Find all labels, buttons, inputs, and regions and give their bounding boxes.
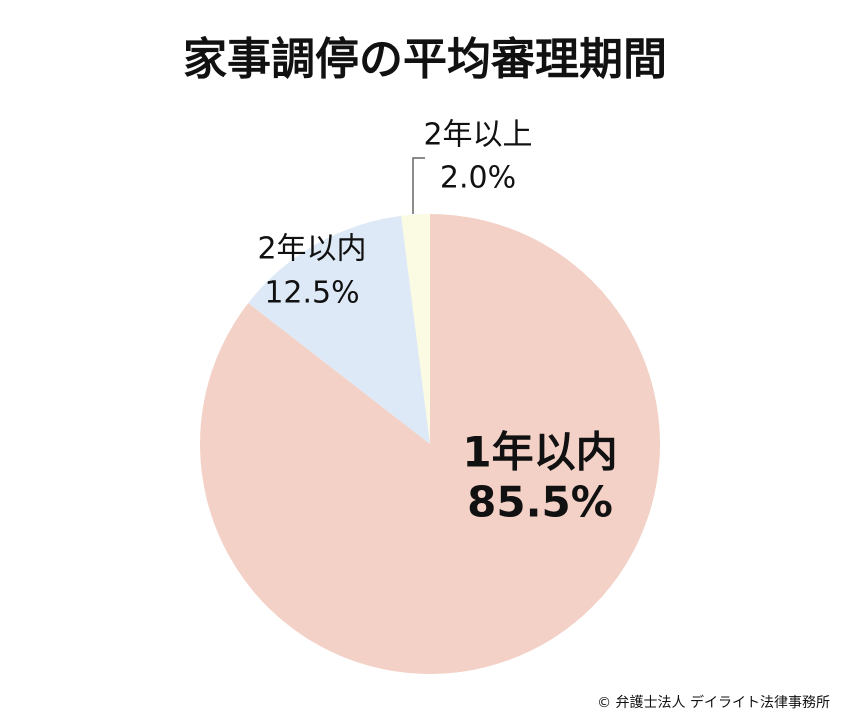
credit: © 弁護士法人 デイライト法律事務所 [597,694,830,711]
pie-slice [248,215,430,444]
chart-title: 家事調停の平均審理期間 [183,34,667,85]
slice-value-label: 12.5% [264,276,359,311]
pie [199,214,661,675]
pie-slice [401,214,430,444]
slice-value-label: 85.5% [467,478,613,527]
slice-category-label: 2年以内 [257,232,366,267]
slice-category-label: 2年以上 [423,118,532,153]
leader-line [412,157,425,214]
slice-category-label: 1年以内 [462,428,617,477]
slice-value-label: 2.0% [440,161,516,196]
pie-slice [199,214,661,675]
